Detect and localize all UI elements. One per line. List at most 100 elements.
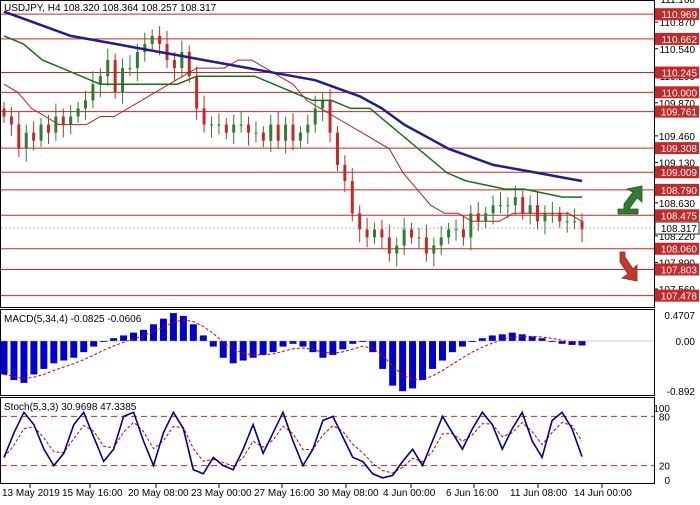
price-tick-label: 110.540: [660, 45, 696, 56]
candle-body: [69, 116, 73, 125]
macd-bar: [498, 334, 506, 342]
level-label-text: 110.969: [662, 10, 698, 21]
candle-body: [573, 221, 577, 223]
candle-body: [17, 124, 21, 149]
macd-bar: [389, 341, 397, 386]
candle-body: [528, 205, 532, 214]
candle-body: [195, 76, 199, 109]
current-price-text: 108.317: [661, 224, 698, 235]
candle-body: [76, 108, 80, 117]
time-tick-label: 14 Jun 00:00: [574, 488, 632, 499]
level-label-text: 109.308: [661, 144, 698, 155]
candle-body: [417, 237, 421, 239]
macd-bar: [90, 341, 98, 347]
candle-body: [313, 108, 317, 125]
time-tick-label: 20 May 08:00: [128, 488, 189, 499]
stoch-tick-label: 80: [659, 412, 671, 423]
macd-bar: [528, 336, 536, 342]
candle-body: [410, 229, 414, 238]
macd-bar: [518, 334, 526, 342]
candle-body: [158, 35, 162, 44]
macd-tick-label: -0.892: [667, 387, 696, 398]
time-tick-label: 30 May 08:00: [318, 488, 379, 499]
candle-body: [343, 164, 347, 182]
candle-body: [46, 124, 50, 133]
macd-bar: [149, 324, 157, 342]
macd-bar: [279, 341, 287, 347]
time-tick-label: 23 May 00:00: [191, 488, 252, 499]
current-price-box: [654, 221, 700, 235]
candle-body: [395, 245, 399, 254]
macd-bar: [438, 341, 446, 361]
candle-body: [187, 51, 191, 77]
macd-bar: [548, 341, 556, 343]
candle-body: [2, 108, 6, 117]
level-label-box: [655, 209, 699, 222]
candle-body: [521, 197, 525, 214]
macd-bar: [558, 341, 566, 344]
macd-bar: [199, 335, 207, 342]
symbol-info: USDJPY, H4 108.320 108.364 108.257 108.3…: [4, 3, 217, 14]
candle-body: [328, 100, 332, 133]
candle-body: [224, 124, 228, 133]
moving-averages: [3, 10, 583, 222]
candle-body: [254, 132, 258, 134]
level-label-text: 110.000: [662, 88, 698, 99]
candle-body: [387, 237, 391, 254]
ma-mid-line: [3, 35, 582, 198]
macd-tick-label: 0.4707: [664, 311, 695, 322]
candle-body: [247, 124, 251, 133]
candle-body: [580, 221, 584, 230]
time-tick-label: 4 Jun 00:00: [383, 488, 436, 499]
level-labels: 110.969 110.662 110.245 110.000 109.761 109.3…: [1, 8, 700, 303]
level-label-box: [655, 263, 699, 276]
candle-body: [447, 229, 451, 238]
price-tick-label: 108.630: [659, 199, 696, 210]
macd-bar: [319, 341, 327, 358]
macd-bar: [478, 338, 486, 342]
level-label-text: 107.803: [661, 265, 698, 276]
macd-signal-line: [3, 319, 583, 381]
time-tick-label: 6 Jun 16:00: [446, 488, 499, 499]
candle-body: [106, 60, 110, 77]
candle-body: [135, 51, 139, 69]
candle-body: [506, 205, 510, 207]
candle-body: [54, 116, 58, 133]
candle-body: [239, 124, 243, 126]
stoch-main-line: [3, 410, 583, 479]
macd-histogram: [0, 313, 654, 392]
macd-bar: [488, 335, 496, 342]
level-label-text: 108.790: [661, 186, 698, 197]
stochastic-lines: [1, 410, 654, 479]
macd-bar: [578, 341, 586, 346]
price-tick-label: 109.130: [659, 158, 696, 169]
macd-bar: [100, 341, 108, 343]
candle-body: [358, 213, 362, 230]
macd-bar: [508, 332, 516, 342]
macd-bar: [80, 341, 88, 353]
time-tick-label: 27 May 16:00: [254, 488, 315, 499]
candle-body: [121, 68, 125, 93]
macd-tick-label: 0.00: [676, 337, 696, 348]
macd-bar: [399, 341, 407, 392]
level-label-text: 109.009: [661, 168, 698, 179]
ma-fast-line: [3, 59, 583, 222]
candle-body: [298, 132, 302, 141]
level-label-box: [655, 105, 699, 118]
level-label-box: [655, 166, 699, 179]
candle-body: [291, 124, 295, 141]
macd-axis: 0.4707 0.00 -0.892: [664, 311, 695, 398]
level-label-text: 108.060: [661, 245, 698, 256]
level-label-box: [655, 32, 699, 45]
macd-bar: [30, 341, 38, 375]
candle-body: [61, 116, 65, 125]
candle-body: [513, 197, 517, 206]
candle-body: [484, 213, 488, 222]
macd-bar: [468, 341, 476, 343]
macd-bar: [20, 341, 28, 383]
candle-body: [32, 132, 36, 141]
macd-bar: [568, 341, 576, 345]
candle-body: [380, 229, 384, 238]
candle-body: [491, 205, 495, 214]
